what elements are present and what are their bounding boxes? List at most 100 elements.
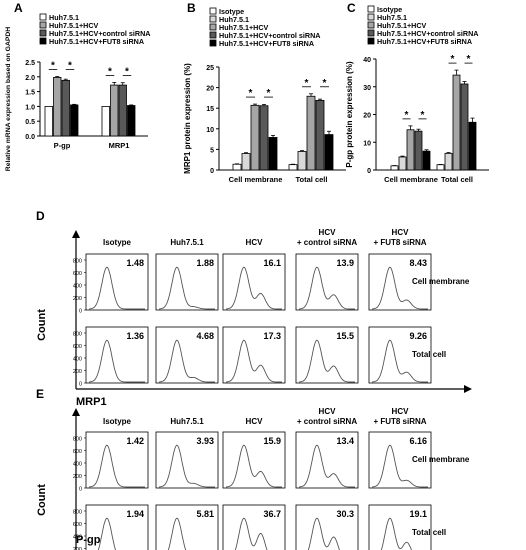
panel-e-percent-label: 5.81 xyxy=(196,509,214,519)
panel-a-significance-star: * xyxy=(51,61,55,72)
panel-c-y-tick-label: 30 xyxy=(363,85,371,92)
panel-e-histogram-y-tick: 800 xyxy=(73,510,82,516)
panel-b-bar xyxy=(306,95,316,171)
panel-e-percent-label: 13.4 xyxy=(336,436,354,446)
panel-c-letter: C xyxy=(347,1,356,15)
panel-d-percent-label: 9.26 xyxy=(409,331,427,341)
panel-a-significance-star: * xyxy=(68,61,72,72)
panel-d-column-header: + control siRNA xyxy=(297,238,357,247)
panel-b-y-tick-label: 15 xyxy=(206,106,214,113)
panel-e-count-arrow xyxy=(72,408,80,416)
panel-b-legend-label: Huh7.5.1+HCV+FUT8 siRNA xyxy=(219,39,314,48)
panel-e-percent-label: 1.42 xyxy=(126,436,144,446)
panel-e-histogram-frame xyxy=(85,504,149,550)
panel-d-column-header: HCV xyxy=(319,228,337,237)
panel-b-legend-swatch xyxy=(209,39,217,47)
panel-c-legend-label: Huh7.5.1 xyxy=(377,13,407,22)
panel-b-legend-swatch xyxy=(209,15,217,23)
panel-d-percent-label: 13.9 xyxy=(336,258,354,268)
panel-b-legend-swatch xyxy=(209,23,217,31)
panel-b-y-tick-label: 25 xyxy=(206,65,214,72)
panel-e-histogram-frame xyxy=(222,504,286,550)
panel-b-bar xyxy=(241,153,251,171)
panel-b-bar xyxy=(315,99,325,171)
panel-d-histogram-curve xyxy=(226,339,282,383)
panel-b-significance-star: * xyxy=(305,78,309,89)
panel-d-column-header: HCV xyxy=(246,238,264,247)
panel-c-bar xyxy=(406,129,415,171)
panel-d-histogram-y-tick: 400 xyxy=(73,357,82,363)
panel-e-column-header: + FUT8 siRNA xyxy=(373,417,426,426)
panel-c-significance-star: * xyxy=(421,110,425,121)
panel-c-legend-label: Huh7.5.1+HCV+control siRNA xyxy=(377,29,478,38)
panel-b-x-tick-label: Cell membrane xyxy=(229,175,283,184)
panel-e-letter: E xyxy=(36,387,44,401)
panel-e-histogram-curve xyxy=(167,517,187,550)
panel-c-x-tick-label: Total cell xyxy=(441,175,473,184)
panel-d-histogram-y-tick: 800 xyxy=(73,259,82,265)
panel-d-histogram-y-tick: 600 xyxy=(73,344,82,350)
panel-d-percent-label: 1.36 xyxy=(126,331,144,341)
panel-d-histogram-frame xyxy=(222,253,286,311)
panel-d-count-arrow xyxy=(72,230,80,238)
panel-e-histogram-y-tick: 0 xyxy=(79,487,82,493)
panel-b-legend-swatch xyxy=(209,31,217,39)
panel-b-bar xyxy=(259,105,269,171)
panel-a-y-axis-label: Relative mRNA expression based on GAPDH xyxy=(5,27,12,172)
panel-b-bar xyxy=(232,163,242,171)
panel-c-legend-label: Huh7.5.1+HCV+FUT8 siRNA xyxy=(377,37,472,46)
panel-c-legend-swatch xyxy=(367,5,375,13)
panel-c-bar xyxy=(390,165,399,171)
panel-e-column-header: HCV xyxy=(319,407,337,416)
panel-b-legend-label: Huh7.5.1+HCV+control siRNA xyxy=(219,31,320,40)
panel-e-histogram-frame xyxy=(295,504,359,550)
panel-e-histogram-y-tick: 600 xyxy=(73,449,82,455)
panel-a-legend-label: Huh7.5.1+HCV xyxy=(49,21,99,30)
panel-d-row-label: Cell membrane xyxy=(412,277,470,286)
panel-d-percent-label: 16.1 xyxy=(263,258,281,268)
panel-a-significance-star: * xyxy=(125,66,129,77)
panel-b-y-tick-label: 0 xyxy=(210,168,214,175)
panel-e-column-header: HCV xyxy=(246,417,264,426)
panel-d-histogram-frame xyxy=(368,253,432,311)
panel-b-y-tick-label: 10 xyxy=(206,127,214,134)
panel-d-histogram-frame xyxy=(85,253,149,311)
panel-e-percent-label: 3.93 xyxy=(196,436,214,446)
panel-a-legend-label: Huh7.5.1+HCV+control siRNA xyxy=(49,29,150,38)
panel-c-y-tick-label: 10 xyxy=(363,140,371,147)
panel-e-percent-label: 6.16 xyxy=(409,436,427,446)
panel-e-percent-label: 19.1 xyxy=(409,509,427,519)
panel-c-y-tick-label: 0 xyxy=(367,168,371,175)
panel-a-bar xyxy=(110,84,119,137)
panel-a-x-tick-label: MRP1 xyxy=(109,141,130,150)
panel-a-y-tick-label: 0.5 xyxy=(25,119,35,126)
panel-e-column-header: + control siRNA xyxy=(297,417,357,426)
panel-b-legend-label: Huh7.5.1+HCV xyxy=(219,23,269,32)
panel-d-histogram-curve xyxy=(299,266,355,310)
panel-d-histogram-y-tick: 400 xyxy=(73,284,82,290)
panel-a-bar xyxy=(127,105,136,137)
panel-a-legend-label: Huh7.5.1+HCV+FUT8 siRNA xyxy=(49,37,144,46)
panel-e-histogram-curve xyxy=(372,444,428,488)
panel-d-column-header: Huh7.5.1 xyxy=(170,238,204,247)
panel-c-legend-swatch xyxy=(367,29,375,37)
panel-d-histogram-y-tick: 600 xyxy=(73,271,82,277)
panel-e-histogram-frame xyxy=(155,504,219,550)
panel-a-bar xyxy=(70,104,79,137)
panel-c-legend-label: Isotype xyxy=(377,5,402,14)
panel-a-y-tick-label: 0.0 xyxy=(25,134,35,141)
panel-e-count-label: Count xyxy=(36,484,48,516)
panel-e-histogram-curve xyxy=(89,444,145,488)
panel-d-histogram-frame xyxy=(295,326,359,384)
panel-b-significance-star: * xyxy=(323,78,327,89)
panel-c-bar xyxy=(436,164,445,171)
panel-c-bar xyxy=(468,121,477,171)
panel-e-column-header: Isotype xyxy=(103,417,132,426)
panel-b-y-tick-label: 5 xyxy=(210,147,214,154)
panel-c-legend-swatch xyxy=(367,13,375,21)
panel-d-marker-label: MRP1 xyxy=(76,396,107,408)
panel-e-histogram-frame xyxy=(368,431,432,489)
panel-e-histogram-curve xyxy=(380,517,412,550)
panel-a-significance-star: * xyxy=(108,66,112,77)
